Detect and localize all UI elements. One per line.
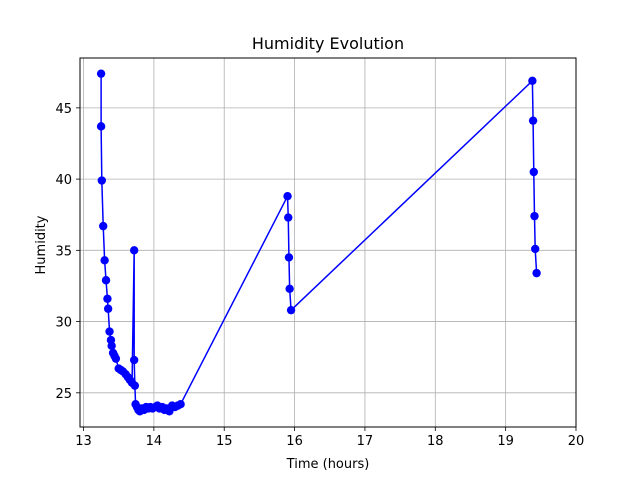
data-point (130, 381, 140, 390)
x-tick-label: 15 (216, 434, 233, 449)
grid-lines (80, 58, 577, 427)
data-point (284, 253, 294, 262)
data-point (100, 256, 109, 265)
data-series (96, 69, 541, 416)
data-point (99, 221, 108, 231)
data-point (530, 244, 540, 254)
data-point (286, 305, 296, 315)
plot-frame (79, 57, 577, 428)
x-tick-label: 14 (146, 434, 163, 449)
chart-title: Humidity Evolution (252, 34, 404, 53)
data-point (528, 76, 537, 85)
data-point (176, 400, 185, 409)
data-point (129, 246, 139, 255)
y-tick-label: 25 (55, 387, 72, 402)
data-point (532, 268, 541, 278)
y-tick-label: 45 (55, 102, 72, 117)
data-point (96, 69, 106, 78)
y-tick-label: 35 (55, 244, 72, 259)
data-point (101, 276, 111, 285)
data-point (103, 294, 112, 303)
data-point (285, 284, 294, 294)
data-point (284, 213, 293, 222)
data-point (530, 211, 539, 221)
x-tick-label: 18 (427, 434, 444, 449)
x-tick-label: 20 (568, 434, 585, 449)
data-point (129, 355, 139, 365)
y-tick-label: 30 (55, 316, 72, 331)
x-tick-label: 17 (357, 434, 374, 449)
y-tick-label: 40 (55, 173, 72, 188)
data-point (105, 327, 114, 336)
data-point (103, 304, 113, 313)
axis-ticks: 13 14 15 16 17 18 19 20 25 30 35 40 45 (55, 102, 584, 449)
y-axis-label: Humidity (34, 215, 49, 274)
x-axis-label: Time (hours) (286, 457, 370, 472)
data-point (111, 354, 121, 363)
data-point (107, 341, 116, 350)
x-tick-label: 19 (497, 434, 514, 449)
data-point (528, 116, 538, 125)
data-point (96, 122, 106, 131)
x-tick-label: 13 (75, 434, 92, 449)
x-tick-label: 16 (286, 434, 303, 449)
data-point (529, 167, 538, 177)
data-point (283, 191, 292, 201)
data-point (97, 176, 107, 185)
